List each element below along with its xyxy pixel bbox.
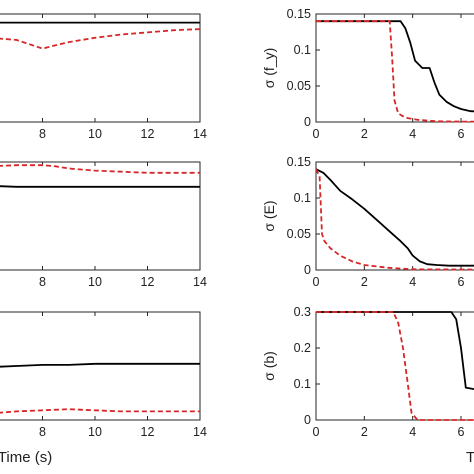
chart-0-left-top-axes-box — [0, 13, 201, 123]
chart-4-right-middle-ytick-label-2: 0.1 — [294, 191, 311, 205]
chart-4-right-middle-series-0-solid-line — [315, 168, 474, 267]
chart-3-right-top-xtick-label-3: 6 — [458, 127, 465, 141]
chart-4-right-middle-ytick-label-3: 0.15 — [287, 155, 311, 169]
chart-5-right-bottom-series-0-solid-line — [316, 311, 474, 391]
chart-4-right-middle-ytick-label-0: 0 — [304, 263, 311, 277]
chart-4-right-middle-ytick-label-1: 0.05 — [287, 227, 311, 241]
chart-3-right-top-ytick-label-3: 0.15 — [287, 7, 311, 21]
chart-1-left-middle-series-1-dashed-line — [0, 164, 200, 174]
chart-5-right-bottom-ytick-label-1: 0.1 — [294, 377, 311, 391]
chart-5-right-bottom-xtick-label-2: 4 — [409, 425, 416, 439]
chart-5-right-bottom-ytick-label-3: 0.3 — [294, 305, 311, 319]
chart-4-right-middle-xtick-label-2: 4 — [409, 275, 416, 289]
chart-0-left-top-xtick-label-1: 10 — [88, 127, 102, 141]
chart-3-right-top-series-1-dashed-line — [316, 20, 474, 123]
chart-0-left-top-xtick-label-2: 12 — [141, 127, 155, 141]
chart-3-right-top-axes-box — [315, 13, 474, 123]
chart-2-left-bottom-xtick-label-3: 14 — [193, 425, 207, 439]
chart-5-right-bottom-series-1-dashed-line — [316, 311, 474, 421]
chart-5-right-bottom-axes-box — [315, 311, 474, 421]
chart-2-left-bottom-xtick-label-1: 10 — [88, 425, 102, 439]
chart-3-right-top-ytick-label-1: 0.05 — [287, 79, 311, 93]
chart-4-right-middle-ylabel: σ (E) — [261, 200, 277, 231]
right-xlabel-partial: T — [466, 449, 474, 466]
chart-4-right-middle-series-1-dashed-line — [315, 168, 474, 271]
chart-0-left-top-xtick-label-0: 8 — [39, 127, 46, 141]
chart-1-left-middle-xtick-label-3: 14 — [193, 275, 207, 289]
chart-1-left-middle-xtick-label-1: 10 — [88, 275, 102, 289]
chart-3-right-top-xtick-label-1: 2 — [361, 127, 368, 141]
chart-1-left-middle-axes-box — [0, 161, 201, 271]
chart-5-right-bottom-ylabel: σ (b) — [261, 351, 277, 381]
chart-3-right-top-ylabel: σ (f_y) — [261, 48, 277, 89]
chart-0-left-top-series-1-dashed-line — [0, 28, 201, 50]
chart-4-right-middle-xtick-label-3: 6 — [458, 275, 465, 289]
chart-5-right-bottom-xtick-label-0: 0 — [313, 425, 320, 439]
chart-0-left-top-xtick-label-3: 14 — [193, 127, 207, 141]
chart-4-right-middle-axes-box — [315, 161, 474, 271]
chart-2-left-bottom-xlabel: Time (s) — [0, 449, 52, 466]
chart-3-right-top-ytick-label-0: 0 — [304, 115, 311, 129]
chart-3-right-top-series-0-solid-line — [316, 20, 474, 113]
chart-2-left-bottom-xtick-label-2: 12 — [141, 425, 155, 439]
chart-4-right-middle-xtick-label-0: 0 — [313, 275, 320, 289]
chart-5-right-bottom-ytick-label-0: 0 — [304, 413, 311, 427]
chart-1-left-middle-xtick-label-2: 12 — [141, 275, 155, 289]
chart-5-right-bottom-ytick-label-2: 0.2 — [294, 341, 311, 355]
chart-2-left-bottom-series-1-dashed-line — [0, 408, 200, 414]
chart-4-right-middle-xtick-label-1: 2 — [361, 275, 368, 289]
chart-2-left-bottom-xtick-label-0: 8 — [39, 425, 46, 439]
chart-2-left-bottom-series-0-solid-line — [0, 362, 200, 368]
chart-1-left-middle-series-0-solid-line — [0, 185, 200, 188]
chart-3-right-top-ytick-label-2: 0.1 — [294, 43, 311, 57]
chart-3-right-top-xtick-label-2: 4 — [409, 127, 416, 141]
chart-5-right-bottom-xtick-label-1: 2 — [361, 425, 368, 439]
chart-1-left-middle-xtick-label-0: 8 — [39, 275, 46, 289]
chart-5-right-bottom-xtick-label-3: 6 — [458, 425, 465, 439]
chart-3-right-top-xtick-label-0: 0 — [313, 127, 320, 141]
